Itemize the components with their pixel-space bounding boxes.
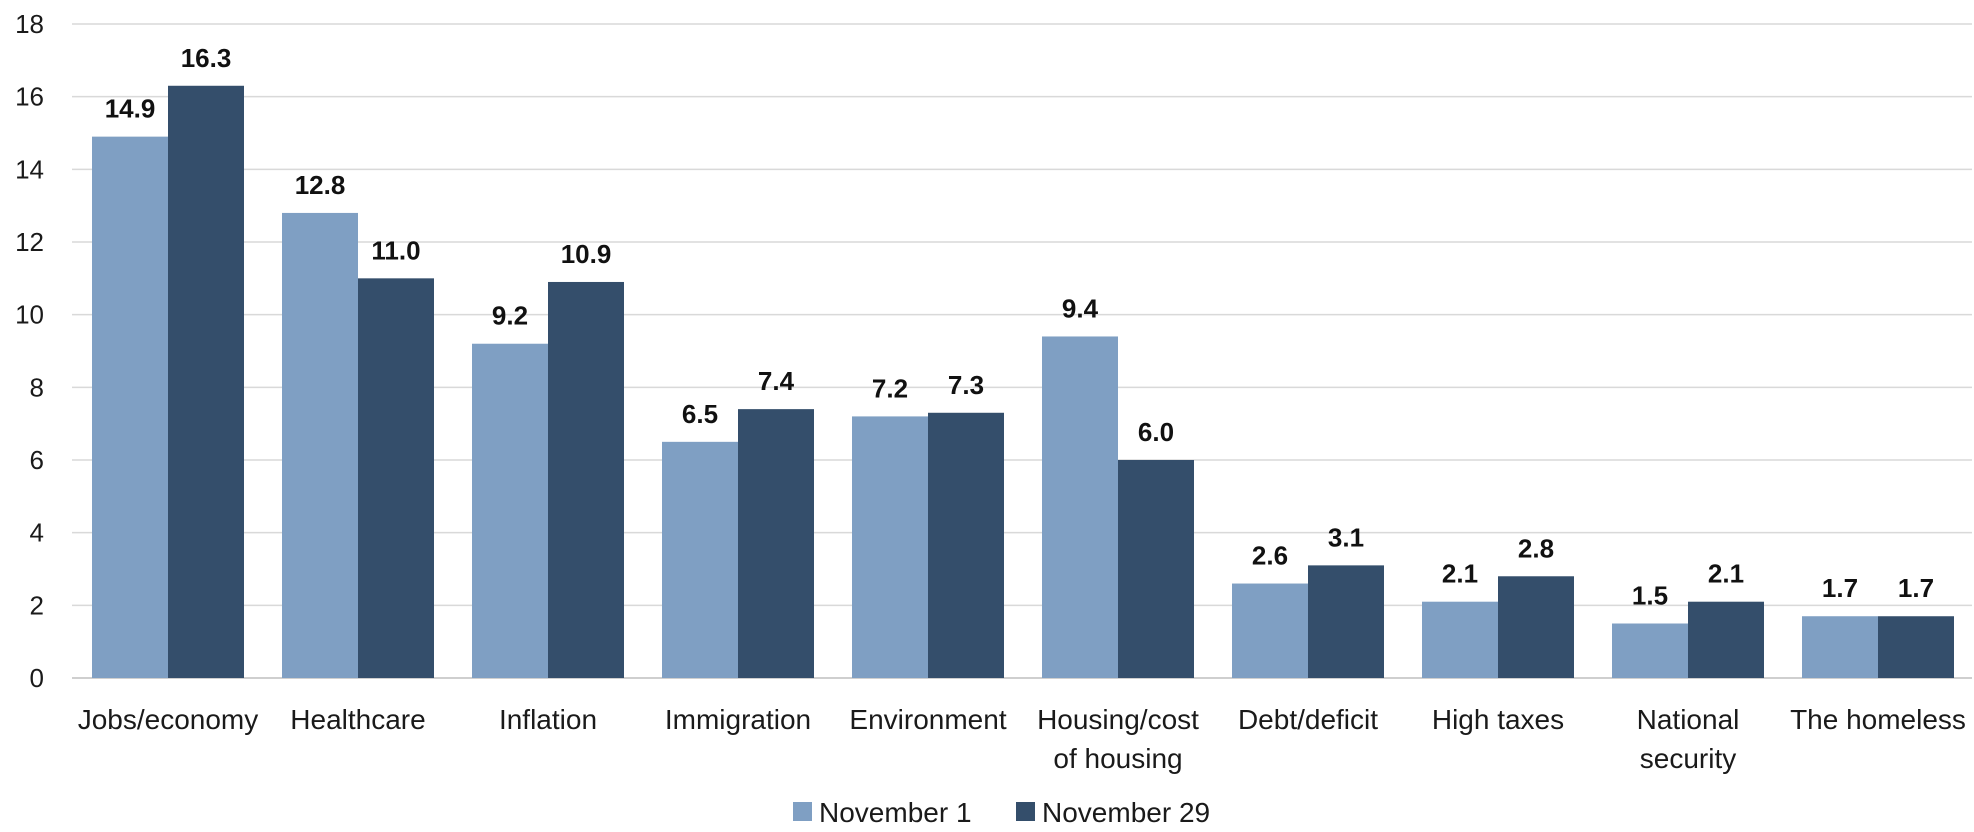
- category-label: Environment: [849, 704, 1006, 735]
- category-label: High taxes: [1432, 704, 1564, 735]
- data-label: 7.3: [948, 370, 984, 400]
- data-label: 1.5: [1632, 581, 1668, 611]
- bar-november-1: [1232, 583, 1308, 678]
- data-label: 3.1: [1328, 522, 1364, 552]
- data-label: 16.3: [181, 43, 232, 73]
- category-label: Healthcare: [290, 704, 425, 735]
- bar-november-29: [1498, 576, 1574, 678]
- data-label: 6.5: [682, 399, 718, 429]
- y-tick-label: 12: [15, 227, 44, 257]
- data-label: 2.6: [1252, 541, 1288, 571]
- bar-november-29: [1688, 601, 1764, 678]
- data-label: 1.7: [1822, 573, 1858, 603]
- bar-november-1: [92, 136, 168, 679]
- data-label: 14.9: [105, 94, 156, 124]
- y-tick-label: 4: [30, 518, 44, 548]
- bar-november-1: [852, 416, 928, 678]
- bar-november-29: [358, 278, 434, 678]
- y-axis: 0 2 4 6 8 10 12 14 16 18: [15, 9, 44, 693]
- category-label: National: [1637, 704, 1740, 735]
- y-tick-label: 14: [15, 154, 44, 184]
- bar-november-1: [1802, 616, 1878, 678]
- y-tick-label: 10: [15, 300, 44, 330]
- category-label: security: [1640, 743, 1736, 774]
- data-label: 9.2: [492, 301, 528, 331]
- y-tick-label: 8: [30, 372, 44, 402]
- data-label: 2.8: [1518, 533, 1554, 563]
- bar-november-1: [282, 212, 358, 678]
- x-axis: Jobs/economy Healthcare Inflation Immigrati…: [78, 704, 1966, 774]
- bar-november-29: [548, 281, 624, 678]
- data-labels: 14.9 12.8 9.2 6.5 7.2 9.4 2.6 2.1 1.5 1.7 16.3 11.0…: [105, 43, 1934, 611]
- data-label: 7.2: [872, 373, 908, 403]
- data-label: 6.0: [1138, 417, 1174, 447]
- category-label: Immigration: [665, 704, 811, 735]
- legend-label: November 29: [1042, 797, 1210, 828]
- category-label: The homeless: [1790, 704, 1966, 735]
- category-label: Inflation: [499, 704, 597, 735]
- data-label: 9.4: [1062, 293, 1099, 323]
- data-label: 10.9: [561, 239, 612, 269]
- category-label: Jobs/economy: [78, 704, 259, 735]
- data-label: 7.4: [758, 366, 795, 396]
- category-label: Housing/cost: [1037, 704, 1199, 735]
- bar-november-1: [1422, 601, 1498, 678]
- bar-november-29: [1118, 460, 1194, 678]
- bar-november-29: [1878, 616, 1954, 678]
- bars: [92, 85, 1954, 679]
- data-label: 12.8: [295, 170, 346, 200]
- bar-november-1: [1612, 623, 1688, 678]
- legend-swatch: [793, 802, 812, 821]
- legend-label: November 1: [819, 797, 972, 828]
- bar-november-29: [738, 409, 814, 678]
- y-tick-label: 0: [30, 663, 44, 693]
- y-tick-label: 6: [30, 445, 44, 475]
- category-label: of housing: [1053, 743, 1182, 774]
- data-label: 2.1: [1442, 559, 1478, 589]
- y-tick-label: 2: [30, 590, 44, 620]
- bar-november-1: [472, 343, 548, 678]
- legend-swatch: [1016, 802, 1035, 821]
- data-label: 11.0: [371, 235, 420, 265]
- category-label: Debt/deficit: [1238, 704, 1378, 735]
- legend: November 1 November 29: [793, 797, 1210, 828]
- data-label: 2.1: [1708, 559, 1744, 589]
- y-tick-label: 16: [15, 82, 44, 112]
- bar-november-29: [168, 85, 244, 679]
- y-tick-label: 18: [15, 9, 44, 39]
- bar-november-1: [662, 441, 738, 678]
- bar-november-29: [1308, 565, 1384, 678]
- bar-november-29: [928, 412, 1004, 678]
- data-label: 1.7: [1898, 573, 1934, 603]
- bar-november-1: [1042, 336, 1118, 678]
